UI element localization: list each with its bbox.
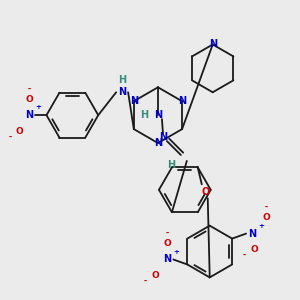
Text: H: H	[118, 75, 126, 85]
Text: N: N	[159, 132, 167, 142]
Text: N: N	[178, 96, 186, 106]
Text: H: H	[140, 110, 148, 120]
Text: +: +	[173, 248, 179, 254]
Text: O: O	[26, 95, 33, 104]
Text: -: -	[9, 133, 12, 142]
Text: N: N	[248, 229, 256, 238]
Text: O: O	[202, 187, 210, 197]
Text: -: -	[264, 203, 268, 212]
Text: -: -	[242, 251, 246, 260]
Text: N: N	[163, 254, 172, 265]
Text: O: O	[164, 239, 171, 248]
Text: O: O	[250, 245, 258, 254]
Text: N: N	[208, 40, 217, 50]
Text: -: -	[144, 277, 147, 286]
Text: N: N	[154, 110, 162, 120]
Text: N: N	[118, 87, 126, 97]
Text: O: O	[152, 271, 159, 280]
Text: N: N	[154, 138, 162, 148]
Text: -: -	[166, 229, 169, 238]
Text: N: N	[26, 110, 34, 120]
Text: O: O	[262, 213, 270, 222]
Text: O: O	[16, 127, 23, 136]
Text: H: H	[167, 160, 175, 170]
Text: N: N	[130, 96, 138, 106]
Text: +: +	[36, 104, 41, 110]
Text: -: -	[28, 85, 31, 94]
Text: +: +	[258, 223, 264, 229]
